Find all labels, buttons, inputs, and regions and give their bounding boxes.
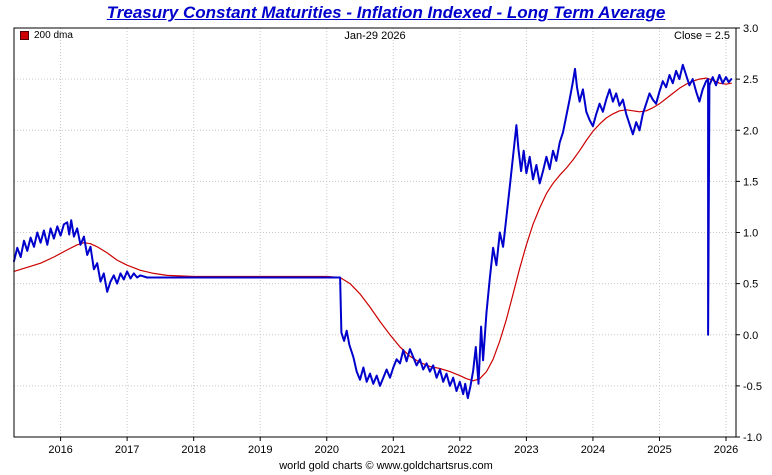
x-axis-label: 2017 [115,444,139,456]
series-line-0 [13,77,732,382]
chart-title: Treasury Constant Maturities - Inflation… [106,3,666,22]
y-axis-label: 2.5 [743,74,758,86]
y-axis-label: 2.0 [743,125,758,137]
close-label: Close = 2.5 [674,30,730,42]
x-axis-label: 2024 [581,444,605,456]
x-axis-label: 2016 [48,444,72,456]
y-axis-label: 3.0 [743,23,758,35]
legend-swatch-icon [20,31,29,40]
series-line-1 [13,63,733,400]
x-axis-label: 2026 [714,444,738,456]
y-axis-label: -0.5 [743,381,762,393]
date-label: Jan-29 2026 [344,30,406,42]
legend-label: 200 dma [34,30,73,41]
x-axis-label: 2025 [647,444,671,456]
x-axis-label: 2022 [448,444,472,456]
footer-credit: world gold charts © www.goldchartsrus.co… [279,460,493,472]
x-axis-label: 2023 [514,444,538,456]
x-axis-label: 2019 [248,444,272,456]
x-axis-label: 2021 [381,444,405,456]
x-axis-label: 2020 [315,444,339,456]
y-axis-label: -1.0 [743,432,762,444]
y-axis-label: 1.5 [743,176,758,188]
y-axis-label: 0.0 [743,330,758,342]
x-axis-label: 2018 [181,444,205,456]
y-axis-label: 0.5 [743,279,758,291]
y-axis-label: 1.0 [743,228,758,240]
legend: 200 dma [20,30,73,41]
